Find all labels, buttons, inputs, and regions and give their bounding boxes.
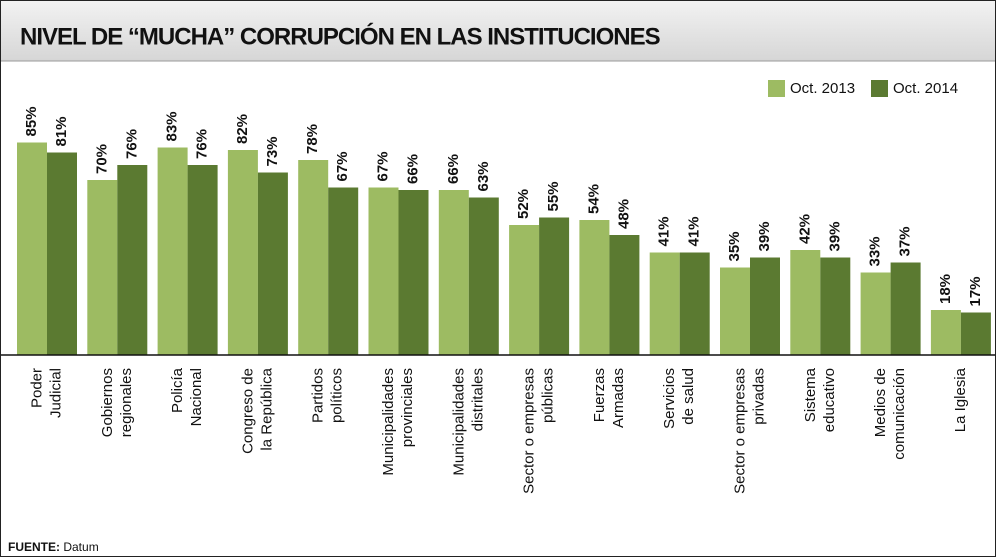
value-label: 82% [234, 114, 251, 144]
x-tick-label: Partidos [310, 368, 327, 423]
bar [368, 187, 399, 355]
bar [298, 160, 329, 355]
x-tick-label: Armadas [610, 368, 627, 428]
x-tick-label: Gobiernos [99, 368, 116, 437]
x-tick-label: de salud [680, 368, 697, 425]
x-tick-label: La Iglesia [952, 367, 969, 432]
value-label: 67% [374, 151, 391, 181]
value-label: 55% [545, 181, 562, 211]
x-tick-label: Medios de [872, 368, 889, 437]
value-label: 41% [656, 216, 673, 246]
value-label: 70% [93, 144, 110, 174]
bar [860, 272, 891, 355]
x-tick-label: regionales [118, 368, 135, 437]
value-label: 54% [585, 184, 602, 214]
x-tick-label: políticos [329, 368, 346, 423]
x-tick-label: provinciales [399, 368, 416, 447]
x-tick-label: Congreso de [239, 368, 256, 454]
source: FUENTE: Datum [8, 540, 99, 554]
bar [328, 187, 359, 355]
x-tick-label: comunicación [891, 368, 908, 460]
value-label: 37% [897, 226, 914, 256]
bar [157, 147, 188, 355]
bar [438, 190, 469, 355]
value-label: 66% [404, 154, 421, 184]
bar [47, 152, 77, 355]
value-label: 18% [937, 274, 954, 304]
bar [890, 262, 921, 355]
value-label: 17% [967, 276, 984, 306]
bar [509, 225, 540, 355]
value-label: 67% [334, 151, 351, 181]
bar [398, 190, 429, 355]
x-tick-label: públicas [540, 368, 557, 423]
x-tick-label: Nacional [188, 368, 205, 426]
x-tick-label: Municipalidades [450, 368, 467, 476]
bar [790, 250, 821, 355]
bar [227, 150, 258, 355]
bar [679, 252, 710, 355]
x-tick-label: Judicial [47, 368, 64, 418]
value-label: 78% [304, 124, 321, 154]
bar [117, 165, 148, 355]
legend-label: Oct. 2014 [893, 80, 958, 97]
legend-swatch [768, 80, 785, 97]
bar [468, 197, 499, 355]
x-tick-label: Policía [169, 367, 186, 413]
value-label: 39% [826, 221, 843, 251]
value-label: 81% [53, 116, 70, 146]
title-bar [1, 1, 995, 61]
value-label: 52% [515, 189, 532, 219]
value-label: 73% [264, 136, 281, 166]
bar [87, 180, 118, 355]
value-label: 76% [194, 129, 211, 159]
legend-label: Oct. 2013 [790, 80, 855, 97]
x-tick-label: Sector o empresas [521, 368, 538, 494]
x-tick-label: Municipalidades [380, 368, 397, 476]
x-tick-label: Sistema [802, 367, 819, 422]
source-label: FUENTE: [8, 540, 60, 554]
x-tick-label: Servicios [661, 368, 678, 429]
value-label: 85% [23, 106, 40, 136]
bar [579, 220, 610, 355]
value-label: 33% [867, 236, 884, 266]
value-label: 35% [726, 231, 743, 261]
value-label: 66% [445, 154, 462, 184]
x-tick-label: Poder [28, 368, 45, 408]
x-tick-label: distritales [469, 368, 486, 431]
bar [820, 257, 851, 355]
bar [539, 217, 570, 355]
bar [930, 310, 961, 355]
source-text: Datum [63, 540, 98, 554]
bar [257, 172, 288, 355]
bar [720, 267, 750, 355]
chart-title: NIVEL DE “MUCHA” CORRUPCIÓN EN LAS INSTI… [20, 22, 661, 50]
value-label: 76% [123, 129, 140, 159]
value-label: 39% [756, 221, 773, 251]
x-tick-label: Sector o empresas [731, 368, 748, 494]
x-tick-label: privadas [750, 368, 767, 425]
bar [649, 252, 680, 355]
bar [609, 235, 640, 355]
value-label: 42% [796, 214, 813, 244]
bar [17, 142, 47, 355]
legend-swatch [871, 80, 888, 97]
bar [960, 312, 991, 355]
value-label: 41% [686, 216, 703, 246]
value-label: 48% [615, 199, 632, 229]
x-tick-label: la República [258, 367, 275, 450]
value-label: 63% [475, 161, 492, 191]
x-tick-label: Fuerzas [591, 368, 608, 422]
bar [750, 257, 780, 355]
value-label: 83% [164, 111, 181, 141]
bar [187, 165, 218, 355]
x-tick-label: educativo [821, 368, 838, 432]
